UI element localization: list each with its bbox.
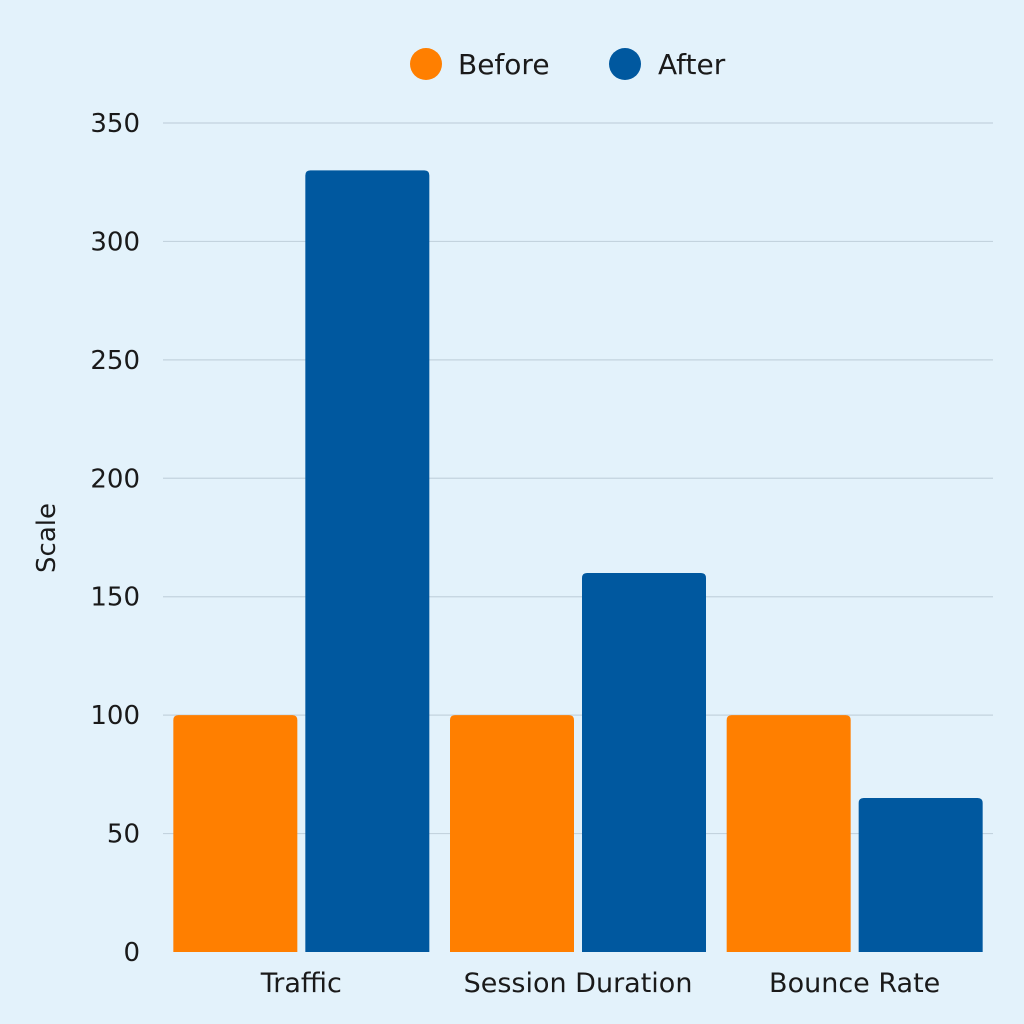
y-tick-label: 300 <box>90 227 140 257</box>
legend-swatch-before <box>410 48 442 80</box>
bars-layer <box>173 170 983 952</box>
bar-before-bounce-rate <box>726 715 851 952</box>
y-tick-label: 100 <box>90 701 140 731</box>
y-axis-title: Scale <box>32 503 62 573</box>
y-tick-label: 50 <box>107 820 140 850</box>
legend: Before After <box>410 48 726 81</box>
y-tick-label: 250 <box>90 346 140 376</box>
y-tick-label: 0 <box>123 938 140 968</box>
legend-swatch-after <box>609 48 641 80</box>
x-category-label: Traffic <box>260 968 342 999</box>
bar-after-bounce-rate <box>858 798 983 952</box>
bar-before-session-duration <box>450 715 574 952</box>
y-tick-label: 200 <box>90 464 140 494</box>
x-category-label: Session Duration <box>464 968 693 999</box>
bar-before-traffic <box>173 715 298 952</box>
y-tick-label: 150 <box>90 583 140 613</box>
y-tick-label: 350 <box>90 109 140 139</box>
legend-label-after: After <box>658 48 726 81</box>
x-axis-labels: Traffic Session Duration Bounce Rate <box>260 968 941 999</box>
bar-after-session-duration <box>582 573 706 952</box>
x-category-label: Bounce Rate <box>769 968 940 999</box>
legend-label-before: Before <box>458 48 550 81</box>
y-axis-ticks: 0 50 100 150 200 250 300 350 <box>90 109 140 968</box>
bar-after-traffic <box>305 170 430 952</box>
grid-layer <box>163 122 993 835</box>
